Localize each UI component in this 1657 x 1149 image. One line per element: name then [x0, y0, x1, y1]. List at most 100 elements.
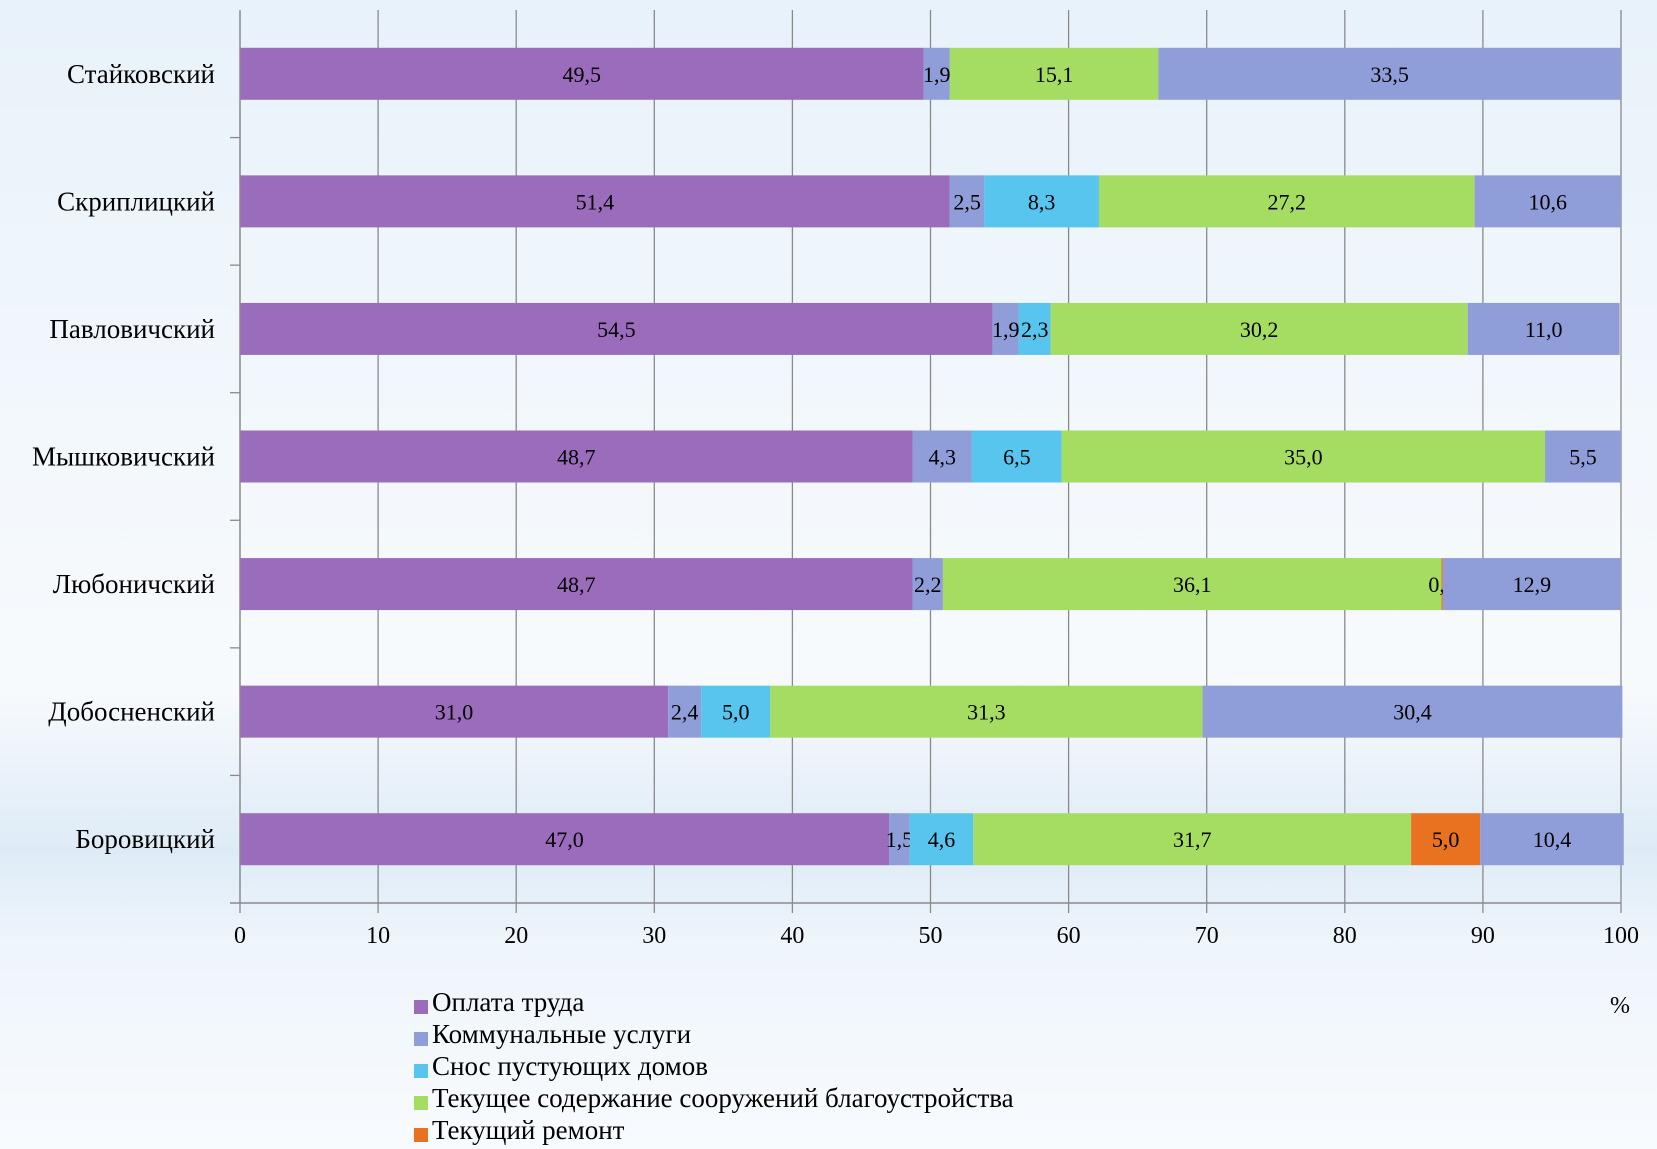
legend-swatch [414, 1000, 428, 1014]
bar-segment [240, 558, 913, 611]
bar-segment [1480, 813, 1624, 866]
x-tick-label: 100 [1603, 923, 1639, 949]
bar-segment [912, 430, 972, 483]
bar-segment [1474, 175, 1621, 228]
data-label: 54,5 [597, 317, 636, 342]
legend-swatch [414, 1096, 428, 1110]
data-label: 31,3 [967, 700, 1006, 725]
x-tick-label: 40 [780, 923, 804, 949]
bar-segment [971, 430, 1062, 483]
legend-label: Коммунальные услуги [432, 1019, 692, 1049]
data-label: 2,5 [953, 189, 981, 214]
data-label: 48,7 [557, 572, 596, 597]
x-tick-label: 80 [1333, 923, 1357, 949]
bar-segment [949, 47, 1159, 100]
data-label: 6,5 [1003, 445, 1031, 470]
category-label: Скриплицкий [57, 186, 215, 216]
legend-swatch [414, 1032, 428, 1046]
data-label: 8,3 [1028, 189, 1056, 214]
x-tick-label: 60 [1057, 923, 1081, 949]
bar-segment [668, 685, 702, 738]
x-tick-label: 70 [1195, 923, 1219, 949]
x-axis-unit-label: % [1610, 993, 1630, 1019]
bar-segment [923, 47, 950, 100]
legend-item: Оплата труда [414, 986, 1014, 1018]
bar-segment [1061, 430, 1546, 483]
bar-segment [240, 47, 924, 100]
bar-segment [1442, 558, 1621, 611]
data-label: 49,5 [563, 62, 602, 87]
data-label: 15,1 [1035, 62, 1074, 87]
bar-segment [240, 302, 993, 355]
x-tick-label: 50 [919, 923, 943, 949]
data-label: 2,3 [1021, 317, 1049, 342]
bar-segment [240, 175, 950, 228]
category-label: Мышковичский [32, 442, 215, 472]
legend-label: Оплата труда [432, 987, 585, 1017]
data-label: 27,2 [1268, 189, 1307, 214]
bar-segment [1018, 302, 1051, 355]
bar-segment [1411, 813, 1481, 866]
bar-segment [909, 813, 974, 866]
data-label: 1,9 [992, 317, 1020, 342]
data-label: 51,4 [576, 189, 615, 214]
legend-label: Снос пустующих домов [432, 1051, 708, 1081]
data-label: 2,4 [671, 700, 699, 725]
x-tick-label: 0 [234, 923, 246, 949]
bar-segment [889, 813, 910, 866]
x-tick-label: 20 [504, 923, 528, 949]
bar-segment [912, 558, 943, 611]
data-label: 12,9 [1513, 572, 1552, 597]
data-label: 5,0 [722, 700, 750, 725]
legend: Оплата труда Коммунальные услуги Снос пу… [414, 986, 1014, 1146]
x-tick-label: 90 [1471, 923, 1495, 949]
bar-segment [1441, 558, 1443, 611]
bar-segment [240, 813, 890, 866]
data-label: 47,0 [545, 827, 584, 852]
data-label: 35,0 [1284, 445, 1323, 470]
bar-segment [1202, 685, 1623, 738]
data-label: 4,6 [928, 827, 956, 852]
legend-label: Текущее содержание сооружений благоустро… [432, 1083, 1014, 1113]
data-label: 31,7 [1173, 827, 1212, 852]
bar-segment [770, 685, 1203, 738]
bar-segment [1158, 47, 1621, 100]
bar-segment [1467, 302, 1620, 355]
bar-segment [942, 558, 1442, 611]
bar-segment [701, 685, 771, 738]
data-label: 30,4 [1393, 700, 1432, 725]
category-label: Добосненский [48, 697, 215, 727]
bar-segment [1050, 302, 1468, 355]
category-label: Павловичский [49, 314, 215, 344]
bar-segment [1098, 175, 1475, 228]
data-label: 30,2 [1240, 317, 1279, 342]
legend-item: Текущий ремонт [414, 1114, 1014, 1146]
data-label: 48,7 [557, 445, 596, 470]
category-label: Стайковский [67, 59, 215, 89]
bar-segment [984, 175, 1099, 228]
legend-swatch [414, 1128, 428, 1142]
legend-item: Текущее содержание сооружений благоустро… [414, 1082, 1014, 1114]
bar-segment [240, 430, 913, 483]
bar-segment [240, 685, 669, 738]
legend-swatch [414, 1064, 428, 1078]
data-label: 31,0 [435, 700, 474, 725]
bar-segment [973, 813, 1412, 866]
bar-segment [949, 175, 985, 228]
data-label: 2,2 [914, 572, 942, 597]
data-label: 36,1 [1173, 572, 1212, 597]
data-label: 5,0 [1432, 827, 1460, 852]
x-tick-label: 10 [366, 923, 390, 949]
data-label: 1,5 [886, 827, 914, 852]
category-label: Любоничский [53, 569, 215, 599]
data-label: 1,9 [923, 62, 951, 87]
x-tick-label: 30 [642, 923, 666, 949]
legend-item: Снос пустующих домов [414, 1050, 1014, 1082]
data-label: 33,5 [1370, 62, 1409, 87]
data-label: 10,4 [1533, 827, 1572, 852]
category-label: Боровицкий [75, 824, 215, 854]
bar-segment [1545, 430, 1621, 483]
legend-item: Коммунальные услуги [414, 1018, 1014, 1050]
data-label: 10,6 [1529, 189, 1568, 214]
